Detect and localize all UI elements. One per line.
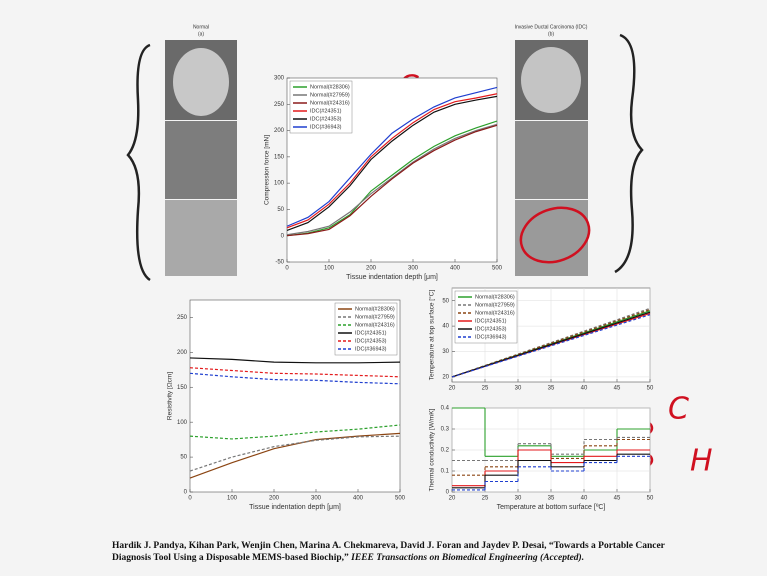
photo	[515, 121, 588, 199]
x-tick-label: 45	[614, 496, 621, 502]
brace	[615, 35, 642, 272]
legend-label: IDC(#24353)	[355, 338, 387, 344]
x-tick-label: 0	[188, 496, 192, 502]
figure: Normal (a) Invasive Ductal Carcinoma (ID…	[0, 0, 767, 576]
y-tick-label: 0.4	[441, 406, 450, 412]
x-tick-label: 30	[515, 496, 522, 502]
y-tick-label: 200	[274, 128, 285, 134]
y-tick-label: 300	[274, 76, 285, 82]
y-tick-label: 50	[442, 298, 449, 304]
x-tick-label: 20	[449, 386, 456, 392]
x-tick-label: 100	[227, 496, 238, 502]
x-tick-label: 50	[647, 496, 654, 502]
x-tick-label: 400	[450, 266, 461, 272]
x-tick-label: 25	[482, 386, 489, 392]
legend-label: IDC(#24351)	[310, 108, 342, 114]
y-tick-label: 100	[274, 181, 285, 187]
photo-tissue	[521, 47, 581, 113]
y-tick-label: 250	[177, 315, 188, 321]
panel-label: (a)	[198, 31, 204, 37]
annotation: H	[690, 444, 713, 479]
y-axis-label: Resistivity [Ωcm]	[167, 372, 174, 420]
slide: Normal (a) Invasive Ductal Carcinoma (ID…	[0, 0, 767, 576]
y-tick-label: 50	[277, 207, 284, 213]
x-tick-label: 500	[395, 496, 406, 502]
y-tick-label: 200	[177, 350, 188, 356]
legend-label: Normal(#27959)	[475, 302, 515, 308]
panel-title: Invasive Ductal Carcinoma (IDC)	[515, 24, 588, 30]
legend-label: IDC(#24351)	[355, 330, 387, 336]
legend-label: Normal(#24316)	[310, 100, 350, 106]
brace	[128, 45, 150, 280]
panel-title: Normal	[193, 24, 209, 30]
y-axis-label: Thermal conductivity [W/mK]	[429, 408, 436, 491]
x-tick-label: 45	[614, 386, 621, 392]
x-axis-label: Temperature at bottom surface [ºC]	[497, 504, 606, 511]
x-tick-label: 40	[581, 386, 588, 392]
y-tick-label: 50	[180, 455, 187, 461]
photo	[165, 200, 237, 276]
y-axis-label: Compression force [mN]	[264, 135, 271, 205]
photo	[165, 121, 237, 199]
x-tick-label: 25	[482, 496, 489, 502]
x-tick-label: 50	[647, 386, 654, 392]
legend-label: Normal(#28306)	[475, 294, 515, 300]
y-axis-label: Temperature at top surface [°C]	[428, 290, 436, 381]
y-tick-label: 0.3	[441, 427, 450, 433]
x-tick-label: 20	[449, 496, 456, 502]
x-axis-label: Tissue indentation depth [μm]	[249, 504, 341, 511]
citation: Hardik J. Pandya, Kihan Park, Wenjin Che…	[112, 540, 672, 564]
y-tick-label: 250	[274, 102, 285, 108]
x-tick-label: 35	[548, 386, 555, 392]
y-tick-label: -50	[275, 260, 284, 266]
y-tick-label: 150	[177, 385, 188, 391]
y-tick-label: 0	[184, 490, 188, 496]
citation-journal: IEEE Transactions on Biomedical Engineer…	[351, 553, 584, 563]
legend-label: IDC(#24351)	[475, 318, 507, 324]
x-tick-label: 300	[311, 496, 322, 502]
x-tick-label: 200	[366, 266, 377, 272]
x-tick-label: 200	[269, 496, 280, 502]
legend-label: IDC(#36943)	[310, 124, 342, 130]
legend-label: Normal(#27959)	[310, 92, 350, 98]
x-tick-label: 0	[285, 266, 289, 272]
legend-label: Normal(#28306)	[310, 84, 350, 90]
y-tick-label: 30	[442, 349, 449, 355]
y-tick-label: 40	[442, 324, 449, 330]
legend-label: Normal(#24316)	[475, 310, 515, 316]
legend-label: Normal(#28306)	[355, 306, 395, 312]
y-tick-label: 20	[442, 374, 449, 380]
legend-label: IDC(#24353)	[310, 116, 342, 122]
y-tick-label: 0.2	[441, 448, 450, 454]
legend-label: Normal(#27959)	[355, 314, 395, 320]
x-tick-label: 400	[353, 496, 364, 502]
y-tick-label: 100	[177, 420, 188, 426]
x-tick-label: 500	[492, 266, 503, 272]
legend-label: Normal(#24316)	[355, 322, 395, 328]
legend-label: IDC(#36943)	[355, 346, 387, 352]
x-tick-label: 40	[581, 496, 588, 502]
panel-label: (b)	[548, 31, 554, 37]
x-tick-label: 35	[548, 496, 555, 502]
y-tick-label: 0	[281, 233, 285, 239]
annotation: C	[668, 392, 689, 427]
x-tick-label: 30	[515, 386, 522, 392]
y-tick-label: 150	[274, 154, 285, 160]
x-axis-label: Tissue indentation depth [μm]	[346, 274, 438, 281]
x-tick-label: 300	[408, 266, 419, 272]
x-tick-label: 100	[324, 266, 335, 272]
legend-label: IDC(#24353)	[475, 326, 507, 332]
y-tick-label: 0.1	[441, 469, 450, 475]
photo-tissue	[173, 48, 229, 116]
legend-label: IDC(#36943)	[475, 334, 507, 340]
